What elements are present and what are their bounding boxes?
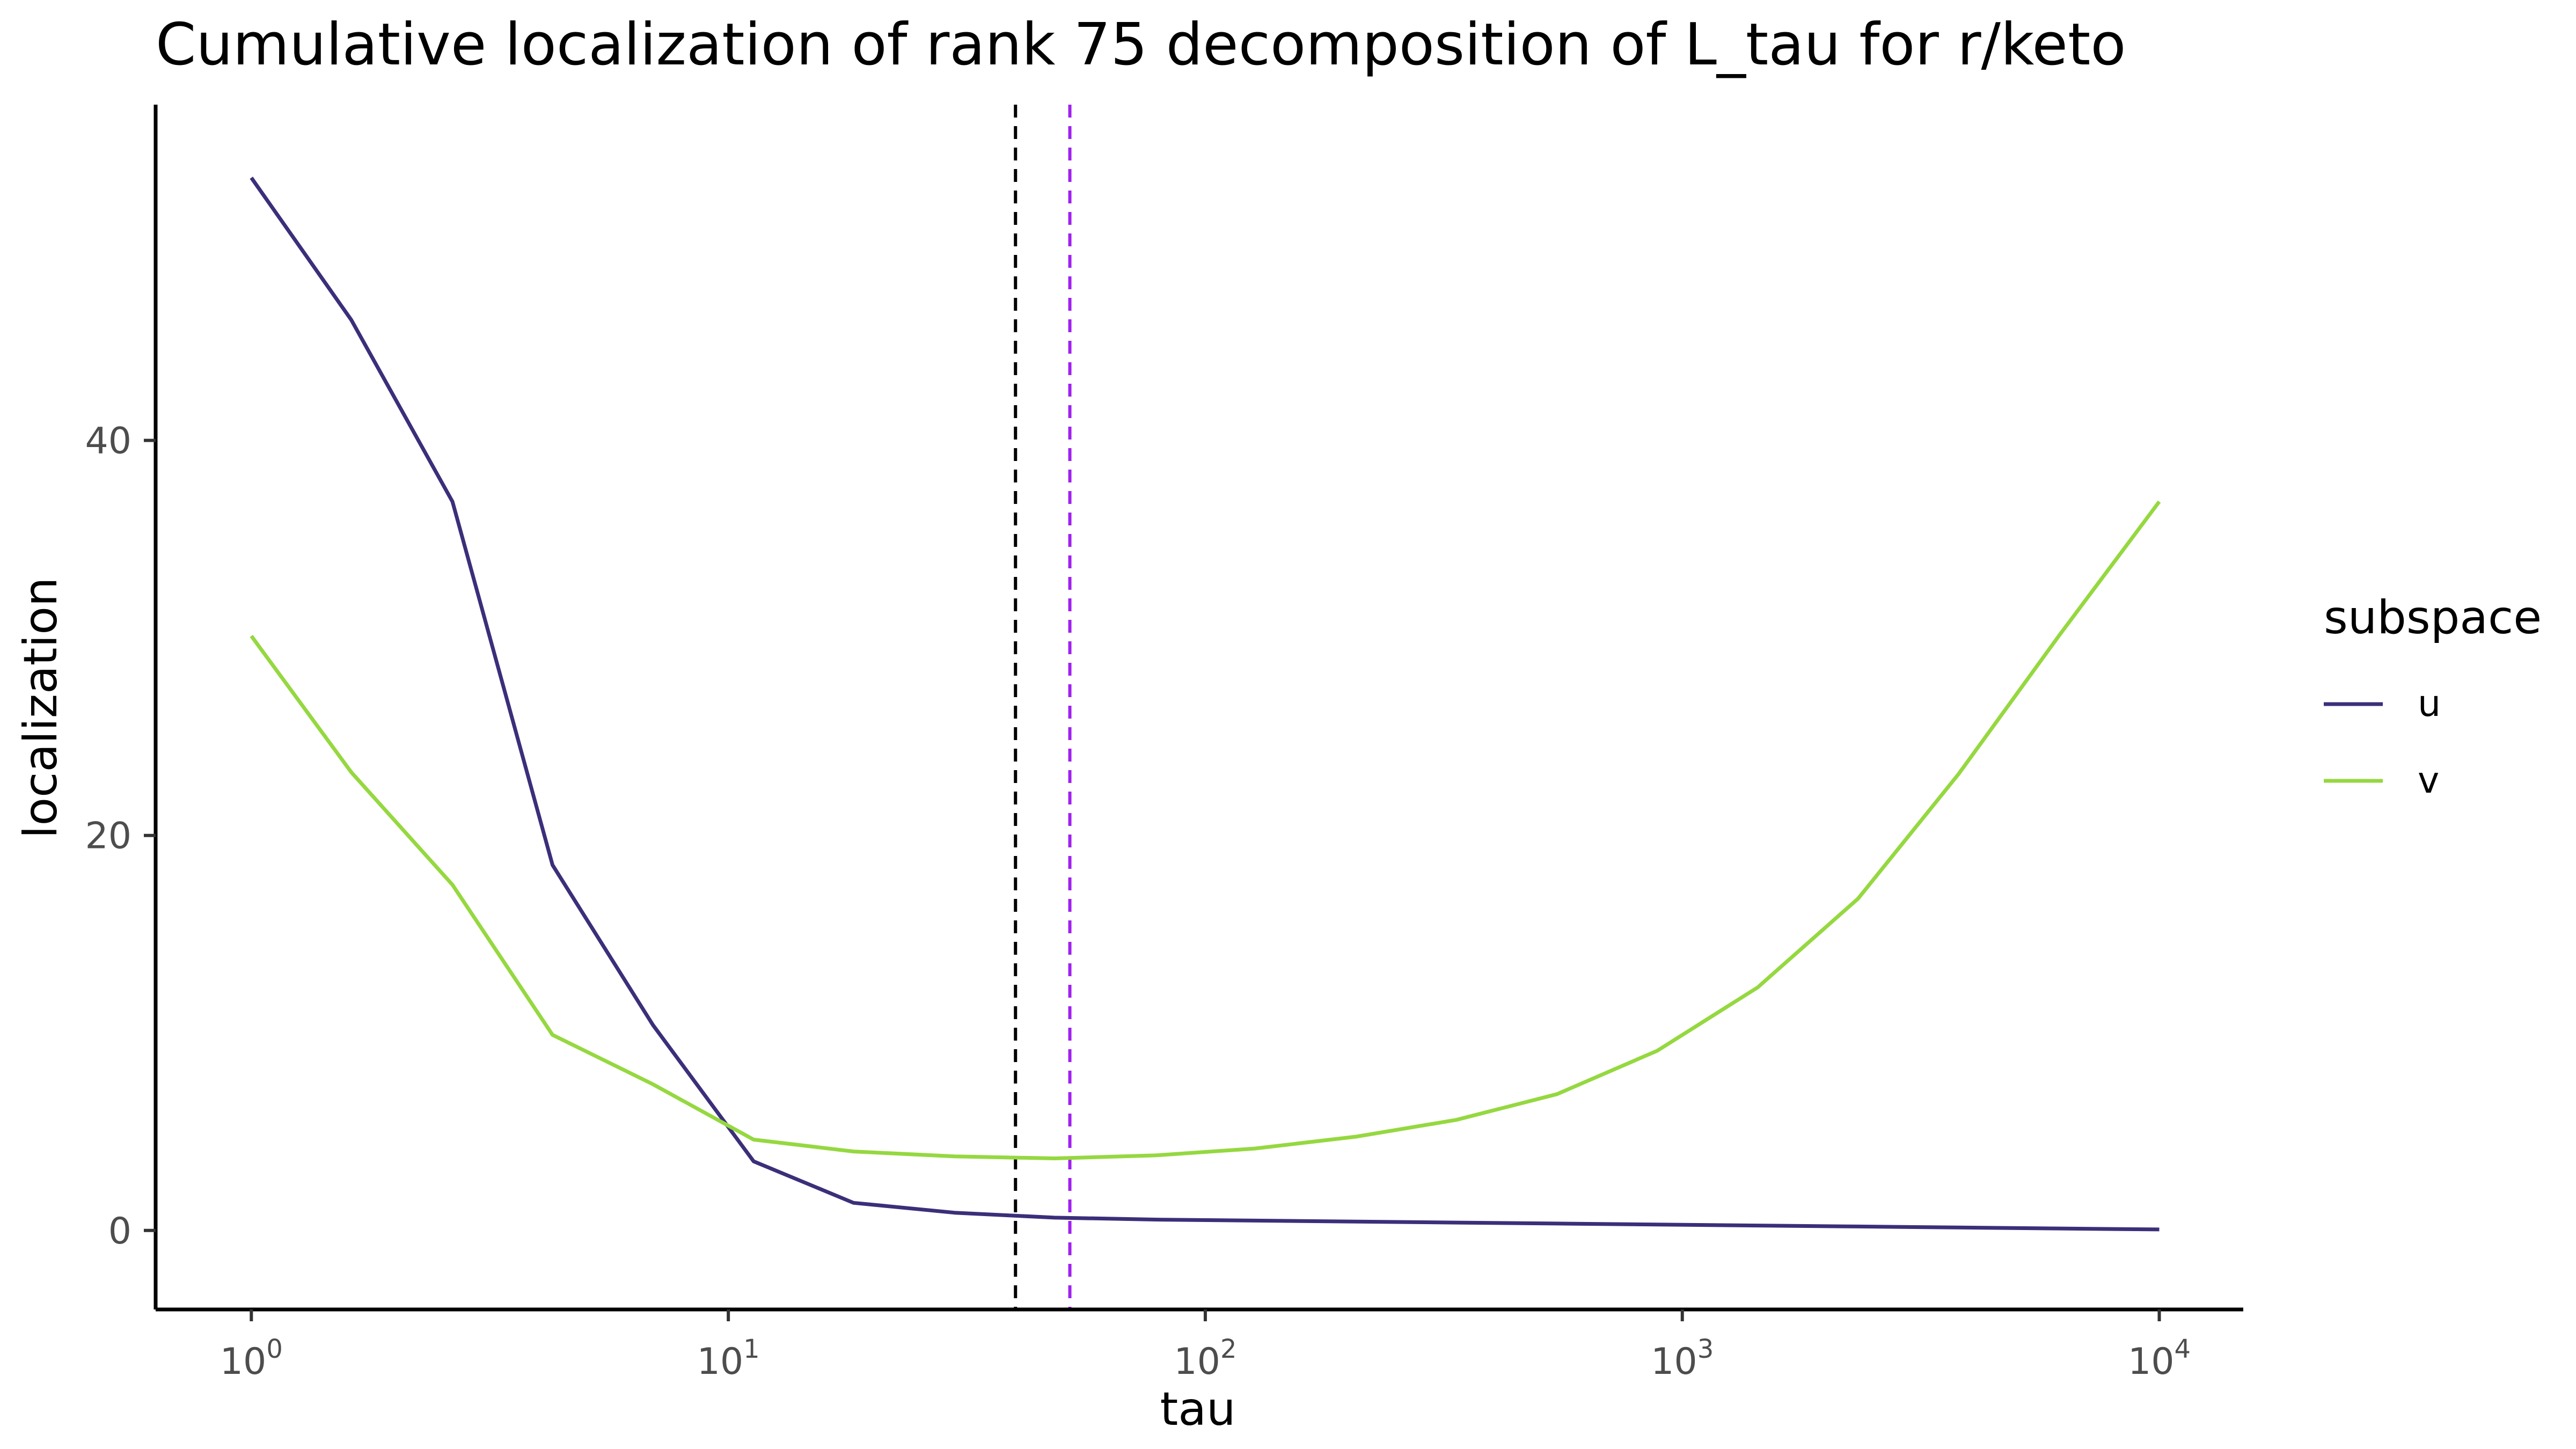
chart-title: Cumulative localization of rank 75 decom… <box>156 11 2126 78</box>
plot-area <box>250 105 2161 1309</box>
x-axis-ticks: 100 101 102 103 104 <box>220 1309 2191 1383</box>
series-line-v <box>250 500 2161 1160</box>
legend-label-v: v <box>2418 759 2439 802</box>
x-tick-label: 103 <box>1651 1334 1714 1383</box>
legend: subspace uv <box>2324 591 2542 802</box>
x-tick-label: 102 <box>1174 1334 1236 1383</box>
y-axis-title: localization <box>14 577 68 839</box>
legend-label-u: u <box>2418 683 2441 725</box>
y-tick-label: 20 <box>85 815 131 858</box>
legend-items: uv <box>2324 683 2441 802</box>
y-axis-ticks: 0 20 40 <box>85 420 156 1253</box>
x-tick-label: 100 <box>220 1334 283 1383</box>
x-axis-title: tau <box>1160 1382 1236 1436</box>
x-tick-label: 104 <box>2128 1334 2191 1383</box>
legend-title: subspace <box>2324 591 2542 645</box>
y-tick-label: 0 <box>108 1210 131 1253</box>
x-tick-label: 101 <box>697 1334 760 1383</box>
y-tick-label: 40 <box>85 420 131 463</box>
series-line-u <box>250 177 2160 1232</box>
